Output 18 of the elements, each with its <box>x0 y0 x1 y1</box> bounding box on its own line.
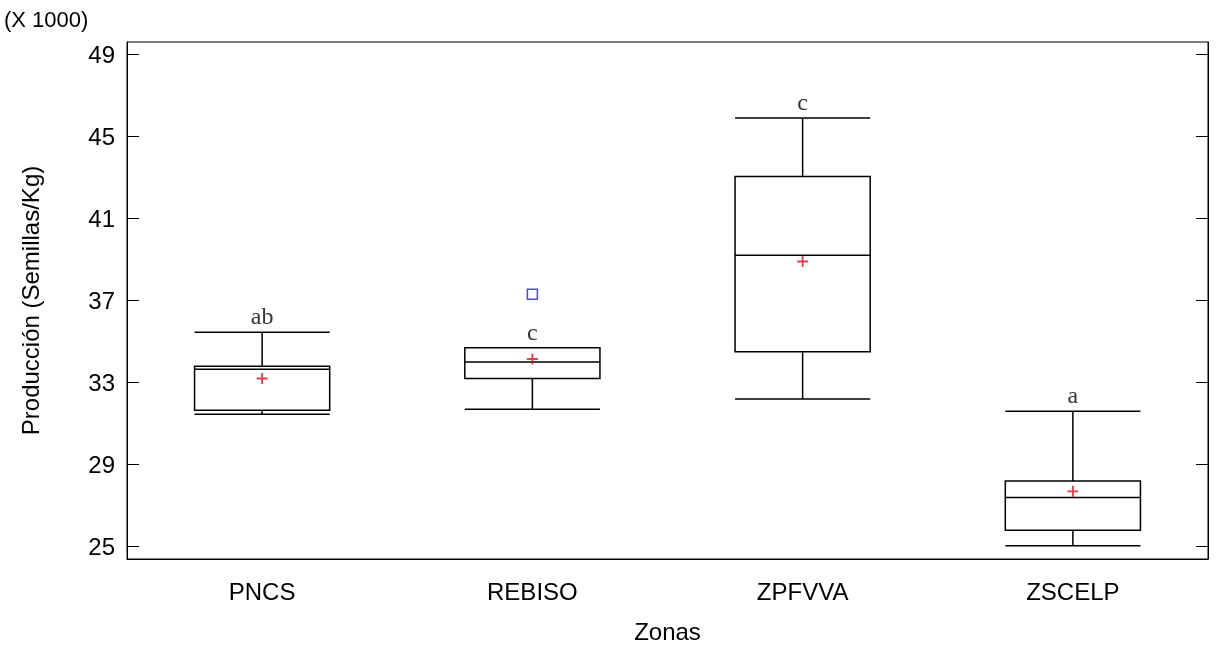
y-tick-label: 25 <box>88 533 115 561</box>
x-tick-label: ZPFVVA <box>756 577 849 605</box>
y-tick-label: 29 <box>88 451 115 479</box>
y-tick-label: 41 <box>88 204 115 232</box>
y-tick-label: 49 <box>88 40 115 68</box>
annotation: c <box>797 88 808 115</box>
y-tick-label: 33 <box>88 369 115 397</box>
annotation: c <box>527 318 538 345</box>
x-tick-label: REBISO <box>487 577 578 605</box>
x-axis-title: Zonas <box>634 617 701 645</box>
text: (X 1000) <box>4 6 89 32</box>
y-axis-title: Producción (Semillas/Kg) <box>16 165 44 436</box>
annotation: ab <box>250 303 274 330</box>
annotation: a <box>1067 382 1079 409</box>
x-tick-label: PNCS <box>228 577 296 605</box>
y-tick-label: 37 <box>88 287 115 314</box>
x-tick-label: ZSCELP <box>1026 577 1120 605</box>
y-tick-label: 45 <box>88 122 115 150</box>
